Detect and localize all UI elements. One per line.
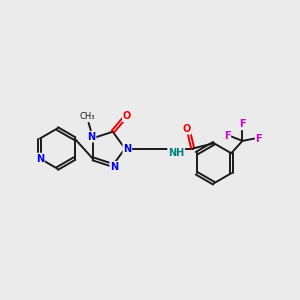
Text: CH₃: CH₃ xyxy=(80,112,95,122)
Text: F: F xyxy=(256,134,262,143)
Text: N: N xyxy=(36,154,44,164)
Text: N: N xyxy=(110,162,118,172)
Text: N: N xyxy=(88,132,96,142)
Text: O: O xyxy=(183,124,191,134)
Text: F: F xyxy=(239,119,246,129)
Text: O: O xyxy=(123,111,131,121)
Text: F: F xyxy=(224,131,230,142)
Text: N: N xyxy=(123,143,131,154)
Text: NH: NH xyxy=(168,148,184,158)
